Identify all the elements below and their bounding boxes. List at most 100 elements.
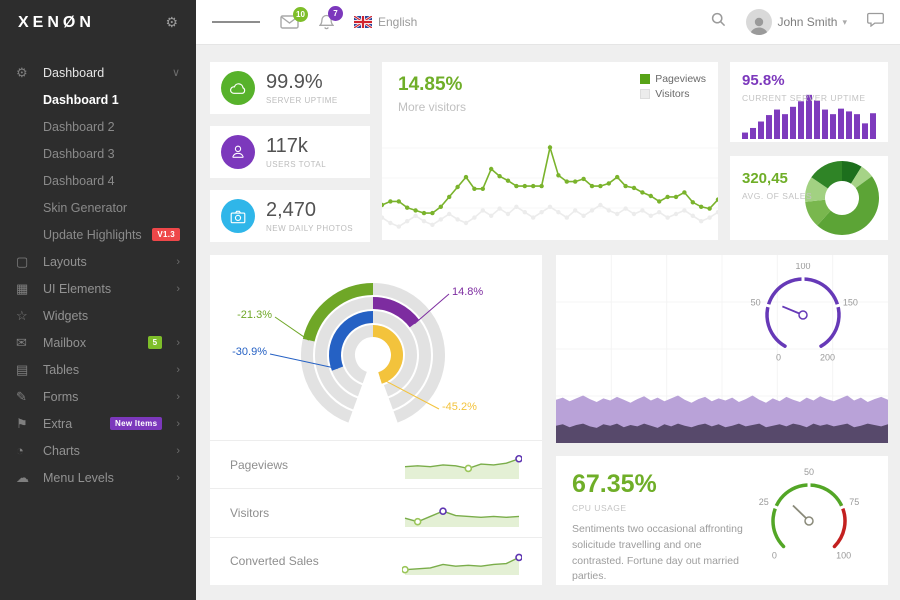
sidebar-item-dashboard[interactable]: ⚙ Dashboard ∨ bbox=[16, 64, 180, 80]
legend-swatch bbox=[640, 74, 651, 84]
search-icon[interactable] bbox=[711, 12, 726, 32]
spark-row-visitors: Visitors bbox=[210, 488, 542, 536]
sidebar-item-forms[interactable]: ✎ Forms › bbox=[16, 388, 180, 404]
sidebar-item-ui-elements[interactable]: ▦ UI Elements › bbox=[16, 280, 180, 296]
legend-item-visitors[interactable]: Visitors bbox=[640, 88, 706, 100]
visitors-line-chart bbox=[382, 118, 718, 238]
chevron-down-icon: ∨ bbox=[171, 67, 180, 79]
sidebar-item-widgets[interactable]: ☆ Widgets bbox=[16, 307, 89, 323]
chevron-right-icon: › bbox=[176, 444, 180, 457]
stat-tile-users-total: 117k USERS TOTAL bbox=[210, 126, 370, 178]
svg-text:25: 25 bbox=[759, 497, 769, 507]
camera-icon bbox=[221, 199, 255, 233]
visitors-chart-card: 14.85% More visitors Pageviews Visitors bbox=[382, 62, 718, 240]
notifications-bell-icon[interactable]: 7 bbox=[319, 6, 343, 30]
sidebar-item-charts[interactable]: ◔ Charts › bbox=[16, 443, 180, 458]
legend-swatch bbox=[640, 89, 651, 99]
mailbox-icon: ✉ bbox=[16, 334, 27, 350]
stat-value: 99.9% bbox=[266, 71, 323, 93]
sparkline-list: Pageviews Visitors Converted Sales bbox=[210, 440, 542, 585]
radial-stats-card: -21.3% 14.8% -30.9% -45.2% Pageviews Visitor… bbox=[210, 255, 542, 585]
sidebar-item-dashboard-1[interactable]: Dashboard 1 bbox=[43, 92, 119, 107]
svg-text:50: 50 bbox=[751, 297, 761, 307]
sidebar-item-dashboard-3[interactable]: Dashboard 3 bbox=[43, 146, 115, 161]
visitors-caption: More visitors bbox=[398, 100, 467, 114]
app-logo: XENØN bbox=[18, 13, 95, 31]
update-highlights-badge: V1.3 bbox=[152, 228, 180, 241]
cpu-percent: 67.35% bbox=[572, 470, 657, 498]
user-icon bbox=[221, 135, 255, 169]
uptime-percent: 95.8% bbox=[742, 72, 785, 89]
menu-levels-icon: ☁ bbox=[16, 469, 29, 485]
sidebar-item-update-highlights[interactable]: Update Highlights V1.3 bbox=[0, 221, 196, 248]
widgets-icon: ☆ bbox=[16, 307, 28, 323]
svg-text:14.8%: 14.8% bbox=[452, 286, 483, 298]
stat-tile-new-daily-photos: 2,470 NEW DAILY PHOTOS bbox=[210, 190, 370, 242]
stat-value: 117k bbox=[266, 135, 308, 157]
extra-icon: ⚑ bbox=[16, 415, 28, 431]
ui-elements-icon: ▦ bbox=[16, 280, 29, 296]
dashboard-icon: ⚙ bbox=[16, 64, 28, 80]
sales-donut-chart bbox=[805, 161, 879, 236]
uptime-caption: CURRENT SERVER UPTIME bbox=[742, 93, 866, 103]
spark-label: Pageviews bbox=[230, 457, 289, 472]
svg-text:0: 0 bbox=[772, 551, 777, 561]
avg-sales-card: 320,45 AVG. OF SALES bbox=[730, 156, 888, 240]
svg-text:100: 100 bbox=[836, 551, 851, 561]
svg-text:-21.3%: -21.3% bbox=[237, 309, 272, 321]
mail-count-badge: 10 bbox=[293, 7, 308, 22]
spark-label: Converted Sales bbox=[230, 554, 319, 569]
main-content: 99.9% SERVER UPTIME 117k USERS TOTAL 2,470 NE… bbox=[196, 45, 900, 600]
sidebar-item-extra[interactable]: ⚑ Extra New Items › bbox=[16, 415, 180, 431]
mail-icon[interactable]: 10 bbox=[280, 7, 308, 29]
sidebar-item-mailbox[interactable]: ✉ Mailbox 5 › bbox=[16, 334, 180, 350]
layouts-icon: ▢ bbox=[16, 253, 29, 269]
purple-area-chart bbox=[556, 255, 888, 443]
sidebar-item-dashboard-4[interactable]: Dashboard 4 bbox=[43, 173, 115, 188]
stat-tiles: 99.9% SERVER UPTIME 117k USERS TOTAL 2,470 NE… bbox=[210, 62, 370, 254]
cpu-caption: CPU USAGE bbox=[572, 503, 627, 513]
sidebar-header: XENØN ⚙ bbox=[0, 0, 196, 45]
server-uptime-card: 95.8% CURRENT SERVER UPTIME bbox=[730, 62, 888, 142]
stat-tile-server-uptime: 99.9% SERVER UPTIME bbox=[210, 62, 370, 114]
sidebar-settings-gear-icon[interactable]: ⚙ bbox=[165, 14, 178, 30]
stat-label: USERS TOTAL bbox=[266, 160, 327, 169]
pageviews-sparkline bbox=[402, 450, 523, 480]
chevron-right-icon: › bbox=[176, 363, 180, 376]
svg-text:0: 0 bbox=[776, 352, 781, 362]
visitors-sparkline bbox=[402, 498, 522, 528]
cloud-icon bbox=[221, 71, 255, 105]
sidebar-item-skin-generator[interactable]: Skin Generator bbox=[43, 200, 128, 215]
language-label: English bbox=[378, 15, 418, 29]
sidebar-item-layouts[interactable]: ▢ Layouts › bbox=[16, 253, 180, 269]
chevron-right-icon: › bbox=[176, 336, 180, 349]
extra-badge: New Items bbox=[110, 417, 163, 430]
sidebar: XENØN ⚙ ⚙ Dashboard ∨ Dashboard 1 Dashboard … bbox=[0, 0, 196, 600]
chat-icon[interactable] bbox=[867, 12, 884, 32]
chevron-right-icon: › bbox=[176, 417, 180, 430]
user-avatar bbox=[746, 9, 773, 35]
spark-label: Visitors bbox=[230, 505, 270, 520]
legend-item-pageviews[interactable]: Pageviews bbox=[640, 73, 706, 85]
visitors-percent: 14.85% bbox=[398, 74, 463, 95]
purple-gauge: 0 50 100 150 200 bbox=[728, 261, 878, 373]
language-selector[interactable]: English bbox=[354, 15, 417, 29]
sidebar-item-menu-levels[interactable]: ☁ Menu Levels › bbox=[16, 469, 180, 485]
charts-icon: ◔ bbox=[16, 443, 24, 458]
sidebar-item-tables[interactable]: ▤ Tables › bbox=[16, 361, 180, 377]
cpu-description: Sentiments two occasional affronting sol… bbox=[572, 523, 743, 583]
user-menu[interactable]: John Smith ▾ bbox=[746, 9, 847, 35]
tables-icon: ▤ bbox=[16, 361, 29, 377]
topbar-right: John Smith ▾ bbox=[711, 9, 884, 35]
svg-text:100: 100 bbox=[795, 263, 810, 271]
mailbox-badge: 5 bbox=[147, 336, 163, 349]
svg-text:-30.9%: -30.9% bbox=[232, 346, 267, 358]
uptime-bar-chart bbox=[742, 93, 876, 139]
cpu-usage-card: 67.35% CPU USAGE Sentiments two occasion… bbox=[556, 456, 888, 585]
sidebar-toggle-button[interactable] bbox=[212, 19, 260, 25]
chevron-right-icon: › bbox=[176, 390, 180, 403]
radial-arc-chart: -21.3% 14.8% -30.9% -45.2% bbox=[210, 255, 542, 440]
sidebar-item-dashboard-2[interactable]: Dashboard 2 bbox=[43, 119, 115, 134]
sidebar-menu: ⚙ Dashboard ∨ Dashboard 1 Dashboard 2 Dashboa… bbox=[0, 59, 196, 491]
